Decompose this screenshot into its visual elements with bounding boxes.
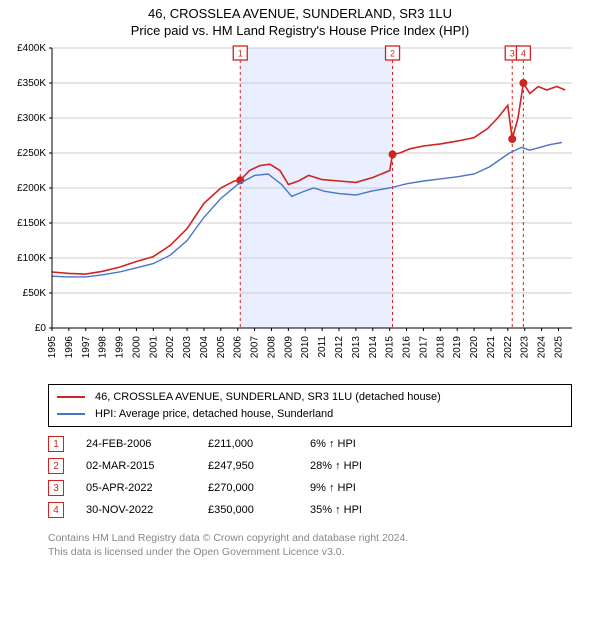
sale-dot-icon [508,135,516,143]
x-tick-label: 1999 [115,336,126,359]
y-tick-label: £200K [17,183,46,194]
sale-row-1: 1 24-FEB-2006 £211,000 6% ↑ HPI [48,433,572,455]
vline-marker-label: 3 [510,49,515,59]
footer-attribution: Contains HM Land Registry data © Crown c… [48,531,572,559]
x-tick-label: 2005 [216,336,227,359]
chart-container: 46, CROSSLEA AVENUE, SUNDERLAND, SR3 1LU… [0,0,600,559]
sale-row-3: 3 05-APR-2022 £270,000 9% ↑ HPI [48,477,572,499]
x-tick-label: 2006 [233,336,244,359]
legend-item-hpi: HPI: Average price, detached house, Sund… [57,406,563,423]
sale-marker-1-icon: 1 [48,436,64,452]
x-tick-label: 2009 [283,336,294,359]
footer-line-2: This data is licensed under the Open Gov… [48,545,572,559]
x-tick-label: 2013 [351,336,362,359]
sale-date-4: 30-NOV-2022 [86,504,186,516]
sale-marker-2-icon: 2 [48,458,64,474]
sale-price-4: £350,000 [208,504,288,516]
x-tick-label: 2021 [486,336,497,359]
y-tick-label: £50K [23,288,47,299]
sale-row-2: 2 02-MAR-2015 £247,950 28% ↑ HPI [48,455,572,477]
x-tick-label: 2010 [300,336,311,359]
legend-label-hpi: HPI: Average price, detached house, Sund… [95,406,333,423]
sale-pct-1: 6% ↑ HPI [310,438,400,450]
sale-pct-4: 35% ↑ HPI [310,504,400,516]
legend-item-property: 46, CROSSLEA AVENUE, SUNDERLAND, SR3 1LU… [57,389,563,406]
legend-swatch-hpi [57,413,85,415]
sale-dot-icon [519,79,527,87]
footer-line-1: Contains HM Land Registry data © Crown c… [48,531,572,545]
sale-dot-icon [389,150,397,158]
x-tick-label: 2014 [368,336,379,359]
y-tick-label: £100K [17,253,46,264]
x-tick-label: 2019 [452,336,463,359]
chart-plot: £0 £50K £100K £150K £200K £250K £300K £350K £400… [0,38,600,378]
sale-date-2: 02-MAR-2015 [86,460,186,472]
x-tick-label: 2002 [165,336,176,359]
sale-date-3: 05-APR-2022 [86,482,186,494]
x-tick-label: 2024 [537,336,548,359]
x-tick-label: 2016 [402,336,413,359]
y-tick-label: £400K [17,43,46,54]
x-tick-label: 1997 [81,336,92,359]
vline-marker-label: 4 [521,49,526,59]
y-tick-label: £0 [35,323,47,334]
x-tick-label: 2008 [266,336,277,359]
title-subtitle: Price paid vs. HM Land Registry's House … [0,23,600,38]
x-tick-label: 1998 [98,336,109,359]
x-tick-label: 2004 [199,336,210,359]
x-tick-label: 2015 [385,336,396,359]
sale-pct-2: 28% ↑ HPI [310,460,400,472]
sale-price-2: £247,950 [208,460,288,472]
sale-marker-3-icon: 3 [48,480,64,496]
y-tick-label: £150K [17,218,46,229]
x-tick-label: 2007 [250,336,261,359]
sale-marker-4-icon: 4 [48,502,64,518]
x-tick-label: 2023 [520,336,531,359]
sale-price-3: £270,000 [208,482,288,494]
x-tick-label: 2012 [334,336,345,359]
legend-box: 46, CROSSLEA AVENUE, SUNDERLAND, SR3 1LU… [48,384,572,427]
x-tick-label: 2020 [469,336,480,359]
sale-row-4: 4 30-NOV-2022 £350,000 35% ↑ HPI [48,499,572,521]
x-tick-label: 2022 [503,336,514,359]
x-tick-label: 2017 [418,336,429,359]
x-tick-label: 2025 [553,336,564,359]
vline-marker-label: 2 [390,49,395,59]
sales-table: 1 24-FEB-2006 £211,000 6% ↑ HPI 2 02-MAR… [48,433,572,521]
sale-date-1: 24-FEB-2006 [86,438,186,450]
vline-marker-label: 1 [238,49,243,59]
y-tick-label: £250K [17,148,46,159]
y-tick-label: £350K [17,78,46,89]
y-tick-label: £300K [17,113,46,124]
sale-pct-3: 9% ↑ HPI [310,482,400,494]
legend-label-property: 46, CROSSLEA AVENUE, SUNDERLAND, SR3 1LU… [95,389,441,406]
x-tick-label: 1995 [47,336,58,359]
x-tick-label: 2003 [182,336,193,359]
sale-price-1: £211,000 [208,438,288,450]
x-tick-label: 2001 [148,336,159,359]
x-tick-label: 1996 [64,336,75,359]
legend-swatch-property [57,396,85,398]
x-tick-label: 2018 [435,336,446,359]
x-tick-label: 2011 [317,336,328,358]
title-address: 46, CROSSLEA AVENUE, SUNDERLAND, SR3 1LU [0,6,600,21]
x-tick-label: 2000 [131,336,142,359]
title-block: 46, CROSSLEA AVENUE, SUNDERLAND, SR3 1LU… [0,0,600,38]
chart-svg: £0 £50K £100K £150K £200K £250K £300K £350K £400… [0,38,600,378]
